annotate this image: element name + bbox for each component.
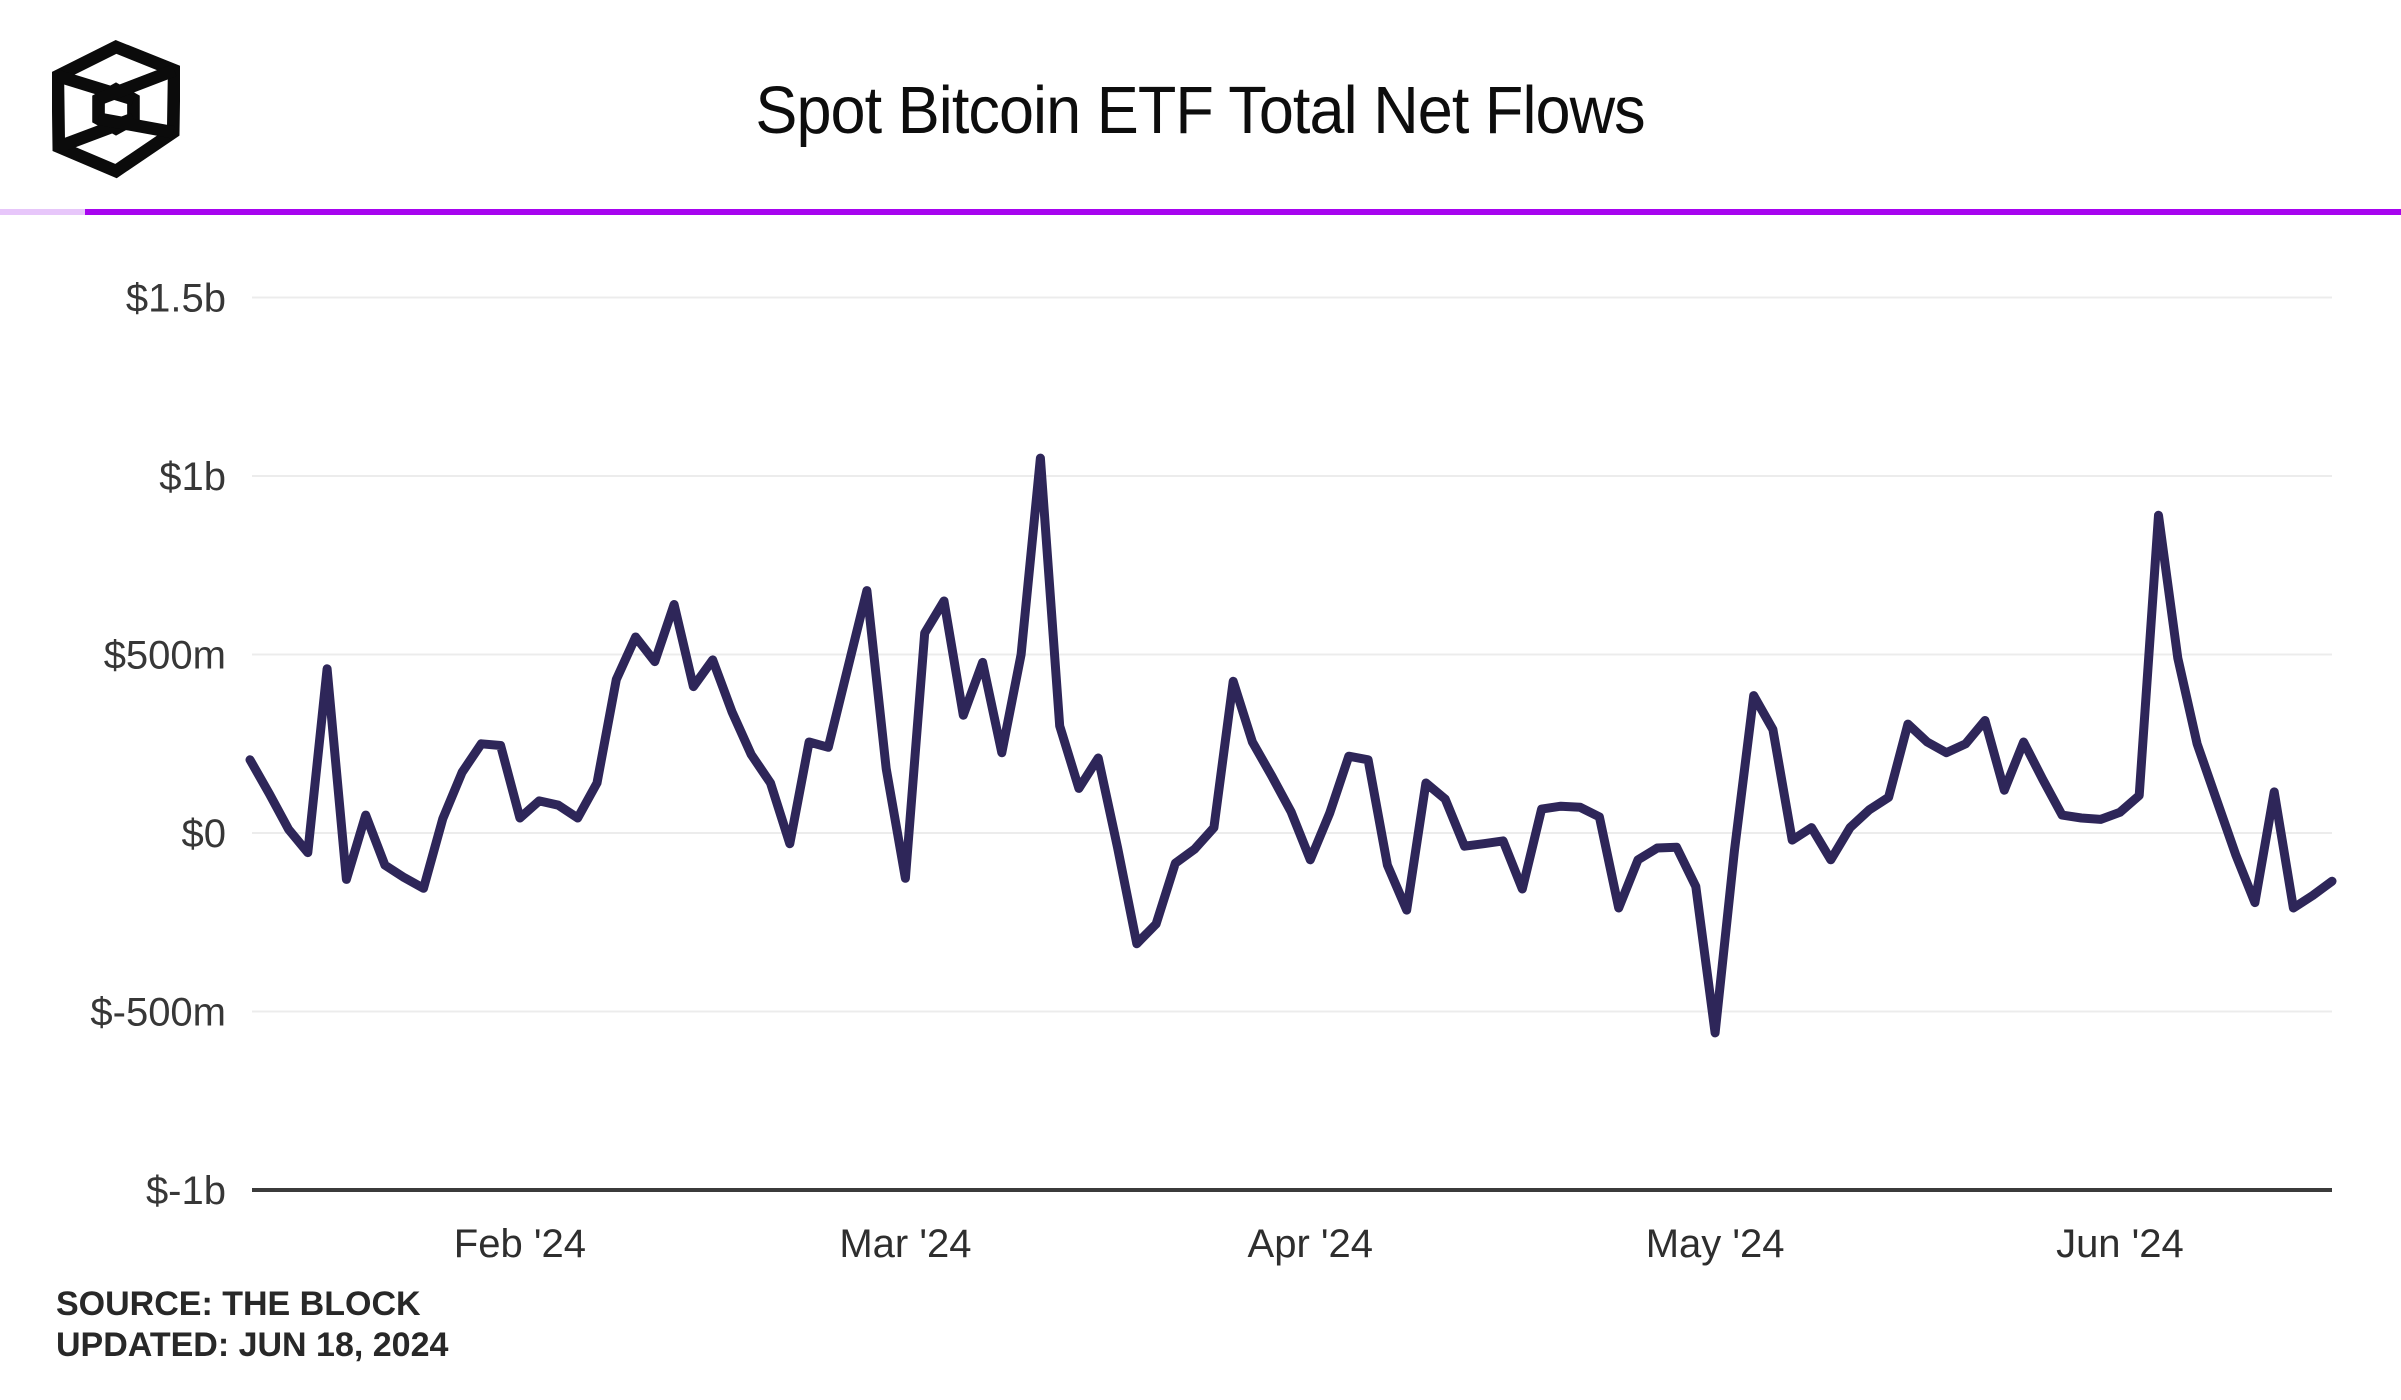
- y-axis-tick-label: $1.5b: [126, 277, 226, 321]
- x-axis-tick-label: Apr '24: [1248, 1222, 1374, 1266]
- y-axis-tick-label: $0: [182, 812, 227, 856]
- x-axis-tick-label: Jun '24: [2056, 1222, 2184, 1266]
- x-axis-tick-label: Feb '24: [454, 1222, 586, 1266]
- divider-purple-segment: [85, 209, 2401, 215]
- brand-divider: [0, 209, 2401, 215]
- page-title: Spot Bitcoin ETF Total Net Flows: [755, 73, 1646, 148]
- divider-light-segment: [0, 209, 85, 215]
- x-axis-tick-label: May '24: [1646, 1222, 1785, 1266]
- chart-footer: SOURCE: THE BLOCK UPDATED: JUN 18, 2024: [56, 1284, 448, 1366]
- updated-label: UPDATED: JUN 18, 2024: [56, 1326, 449, 1364]
- source-label: SOURCE: THE BLOCK: [56, 1285, 421, 1323]
- y-axis-tick-label: $-1b: [146, 1169, 226, 1213]
- the-block-logo-icon: [52, 40, 180, 179]
- y-axis-tick-label: $1b: [159, 455, 226, 499]
- chart-header: Spot Bitcoin ETF Total Net Flows: [0, 72, 2401, 149]
- y-axis-tick-label: $500m: [104, 634, 226, 678]
- x-axis-tick-label: Mar '24: [839, 1222, 971, 1266]
- net-flows-line: [245, 453, 2337, 1038]
- y-axis-tick-label: $-500m: [90, 991, 226, 1035]
